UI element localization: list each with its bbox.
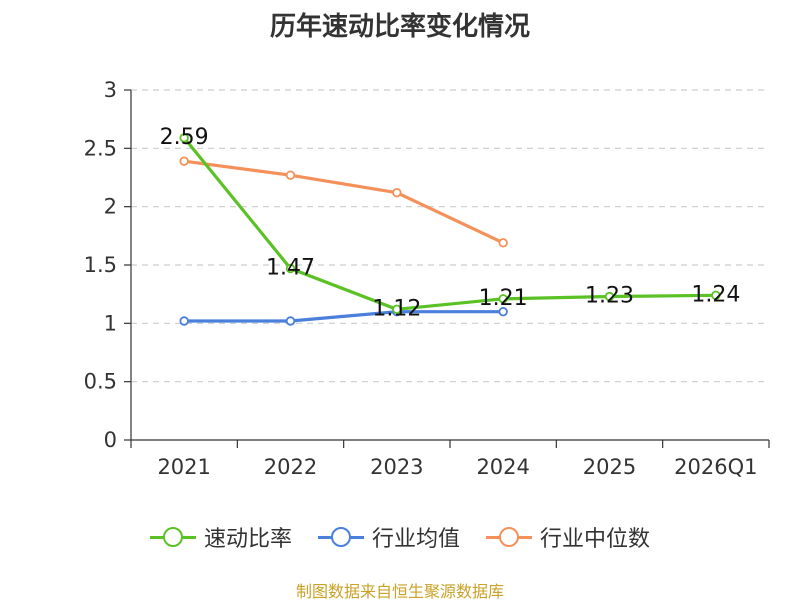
legend-label: 行业中位数: [540, 527, 651, 552]
legend-marker-icon: [149, 527, 196, 547]
data-point: [711, 290, 721, 301]
data-label: 2.59: [160, 125, 209, 150]
data-point: [285, 316, 296, 326]
series-line: [182, 136, 716, 311]
x-tick-label: 2026Q1: [674, 455, 757, 479]
data-label: 1.23: [585, 284, 634, 309]
y-tick-label: 1.5: [84, 253, 117, 277]
data-point: [392, 304, 402, 315]
data-point: [285, 170, 296, 180]
y-tick-label: 0: [104, 428, 117, 452]
legend-marker-icon: [486, 527, 532, 547]
y-tick-label: 0.5: [84, 370, 117, 394]
x-tick-label: 2023: [370, 455, 423, 479]
data-point: [285, 263, 296, 274]
legend: 速动比率 行业均值 行业中位数: [0, 520, 800, 554]
data-point: [498, 294, 508, 304]
data-point: [179, 133, 189, 143]
data-point: [498, 306, 508, 317]
data-point: [604, 291, 615, 302]
x-tick-label: 2025: [583, 455, 636, 479]
legend-label: 速动比率: [203, 527, 292, 552]
x-tick-label: 2022: [264, 455, 317, 479]
data-point: [179, 316, 189, 326]
y-tick-label: 2.5: [84, 136, 117, 160]
x-tick-label: 2024: [476, 455, 529, 479]
series-line: [184, 310, 504, 323]
legend-item[interactable]: 行业中位数: [486, 521, 650, 553]
data-point: [179, 156, 189, 166]
legend-label: 行业均值: [371, 527, 460, 552]
series-line: [183, 159, 504, 245]
data-label: 1.47: [266, 256, 315, 281]
data-label: 1.24: [691, 282, 740, 307]
data-label: 1.12: [372, 296, 421, 321]
data-point: [392, 187, 402, 198]
source-note: 制图数据来自恒生聚源数据库: [295, 582, 504, 601]
x-tick-label: 2021: [157, 455, 210, 479]
y-tick-label: 2: [104, 195, 117, 219]
legend-item[interactable]: 行业均值: [317, 521, 460, 553]
chart-title: 历年速动比率变化情况: [269, 12, 530, 42]
data-point: [498, 238, 508, 248]
y-tick-label: 1: [104, 311, 117, 335]
legend-item[interactable]: 速动比率: [149, 521, 292, 553]
data-label: 1.21: [479, 286, 528, 311]
y-tick-label: 3: [104, 78, 117, 102]
legend-marker-icon: [317, 527, 364, 547]
